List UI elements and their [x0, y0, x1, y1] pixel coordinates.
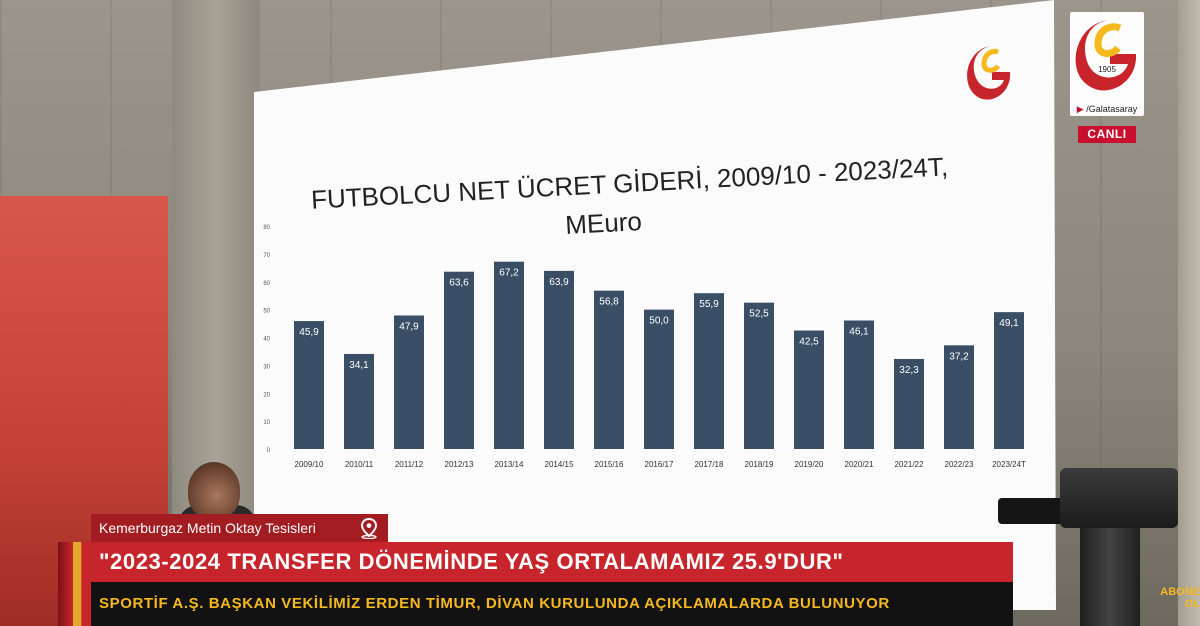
tv-camera — [1060, 468, 1178, 528]
y-tick-label: 30 — [263, 364, 270, 370]
bar — [344, 353, 374, 449]
youtube-icon: ▶ — [1076, 104, 1084, 114]
bar — [844, 320, 874, 449]
galatasaray-logo-on-screen — [967, 46, 1011, 100]
bar-value-label: 56,8 — [599, 297, 619, 308]
bar — [544, 270, 574, 449]
bar — [694, 293, 724, 449]
y-tick-label: 0 — [267, 448, 271, 454]
bar — [994, 312, 1024, 449]
chart-subtitle: MEuro — [565, 206, 643, 240]
bar-value-label: 52,5 — [749, 309, 769, 320]
subscribe-badge[interactable]: ABONE OL — [1160, 586, 1200, 610]
x-tick-label: 2017/18 — [695, 460, 724, 469]
bar-value-label: 47,9 — [399, 321, 419, 332]
x-tick-label: 2013/14 — [495, 460, 524, 469]
bar — [794, 330, 824, 449]
bar-value-label: 67,2 — [499, 268, 519, 279]
crest-year: 1905 — [1098, 65, 1116, 74]
y-tick-label: 70 — [263, 253, 270, 259]
presenter-head — [188, 462, 240, 518]
bar-value-label: 37,2 — [949, 351, 969, 362]
channel-handle: ▶ /Galatasaray — [1070, 104, 1144, 115]
bar-value-label: 32,3 — [899, 365, 919, 376]
bar-value-label: 34,1 — [349, 360, 369, 371]
location-bar: Kemerburgaz Metin Oktay Tesisleri — [91, 514, 388, 542]
bar-value-label: 42,5 — [799, 337, 819, 348]
bar-value-label: 45,9 — [299, 327, 319, 338]
chart-title: FUTBOLCU NET ÜCRET GİDERİ, 2009/10 - 202… — [310, 151, 948, 214]
x-tick-label: 2009/10 — [295, 460, 324, 469]
bar — [944, 345, 974, 449]
bar-value-label: 49,1 — [999, 318, 1019, 329]
x-tick-label: 2016/17 — [645, 460, 674, 469]
concrete-pillar-right — [1178, 0, 1200, 626]
bar-value-label: 63,9 — [549, 277, 569, 288]
bar-series: 45,9 34,1 47,9 63,6 67,2 63,9 56,8 50,0 55,9 52,5… — [294, 261, 1024, 449]
y-tick-label: 10 — [263, 420, 270, 426]
lower-third-accent — [58, 542, 91, 626]
location-pin-icon — [360, 517, 378, 539]
bar — [594, 290, 624, 449]
bar-value-label: 50,0 — [649, 316, 669, 327]
channel-handle-text: /Galatasaray — [1086, 104, 1138, 114]
bar-chart: FUTBOLCU NET ÜCRET GİDERİ, 2009/10 - 202… — [263, 151, 1026, 469]
x-tick-label: 2022/23 — [945, 460, 974, 469]
x-tick-label: 2012/13 — [445, 460, 474, 469]
x-tick-label: 2023/24T — [992, 460, 1026, 469]
x-tick-label: 2015/16 — [595, 460, 624, 469]
subline-bar: SPORTİF A.Ş. BAŞKAN VEKİLİMİZ ERDEN TİMU… — [91, 582, 1013, 626]
bar — [394, 315, 424, 449]
projection-screen — [254, 0, 1056, 610]
location-text: Kemerburgaz Metin Oktay Tesisleri — [99, 520, 316, 536]
y-tick-label: 80 — [263, 225, 270, 231]
x-tick-label: 2018/19 — [745, 460, 774, 469]
x-tick-label: 2010/11 — [345, 460, 374, 469]
bar — [494, 261, 524, 449]
x-tick-label: 2019/20 — [795, 460, 824, 469]
y-tick-label: 40 — [263, 337, 270, 343]
bar-value-label: 46,1 — [849, 326, 869, 337]
channel-logo-bug: 1905 — [1070, 12, 1144, 116]
bar-value-label: 63,6 — [449, 278, 469, 289]
x-tick-label: 2011/12 — [395, 460, 424, 469]
camera-lens — [998, 498, 1064, 524]
x-tick-label: 2014/15 — [545, 460, 574, 469]
camera-tripod — [1080, 528, 1140, 626]
y-tick-label: 50 — [263, 309, 270, 315]
x-tick-label: 2020/21 — [845, 460, 874, 469]
y-tick-label: 60 — [263, 281, 270, 287]
bar-value-label: 55,9 — [699, 299, 719, 310]
bar — [444, 271, 474, 449]
galatasaray-crest-icon: 1905 — [1075, 20, 1137, 91]
x-tick-label: 2021/22 — [895, 460, 924, 469]
y-tick-label: 20 — [263, 392, 270, 398]
x-axis: 2009/10 2010/11 2011/12 2012/13 2013/14 2014/… — [295, 460, 1026, 469]
bar — [644, 309, 674, 449]
live-badge: CANLI — [1078, 126, 1136, 143]
headline-bar: "2023-2024 TRANSFER DÖNEMİNDE YAŞ ORTALA… — [91, 542, 1013, 582]
y-axis: 0 10 20 30 40 50 60 70 80 — [263, 225, 270, 454]
bar — [894, 358, 924, 449]
bar — [744, 302, 774, 449]
bar — [294, 321, 324, 449]
